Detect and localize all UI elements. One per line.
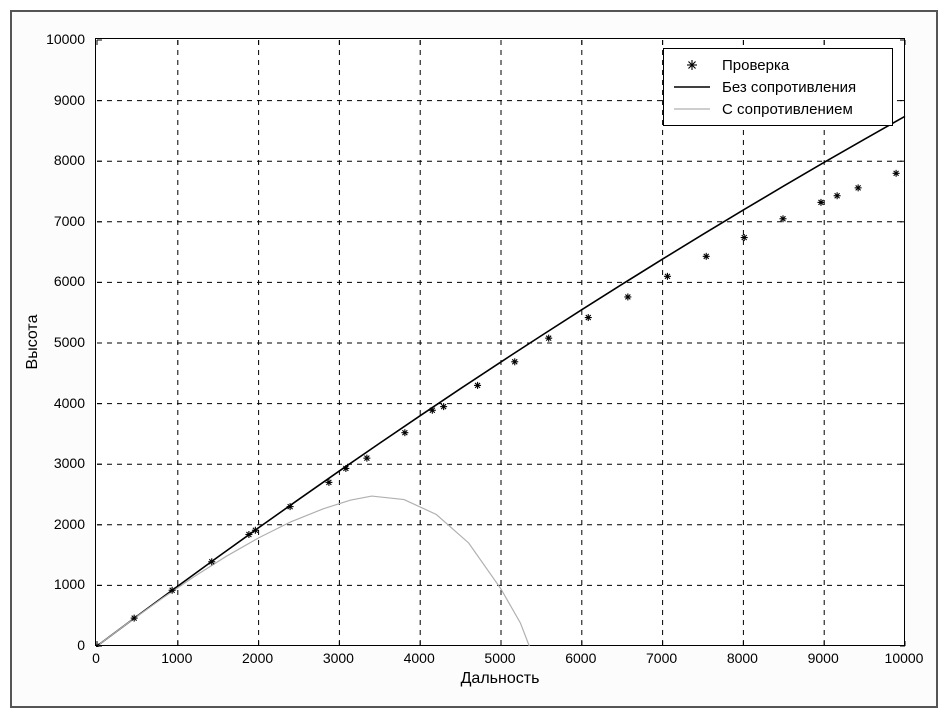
y-tick-label: 3000: [41, 455, 85, 471]
x-tick-label: 8000: [727, 650, 758, 666]
plot-area: [95, 38, 905, 646]
x-tick-label: 10000: [885, 650, 924, 666]
x-tick-label: 3000: [323, 650, 354, 666]
legend: Проверка Без сопротивления С сопротивление…: [663, 48, 893, 126]
legend-label: С сопротивлением: [722, 101, 853, 118]
x-tick-label: 0: [92, 650, 100, 666]
y-tick-label: 7000: [41, 213, 85, 229]
y-tick-label: 5000: [41, 334, 85, 350]
x-tick-label: 7000: [646, 650, 677, 666]
legend-label: Проверка: [722, 57, 789, 74]
y-tick-label: 4000: [41, 395, 85, 411]
plot-svg: [96, 39, 906, 647]
y-axis-label: Высота: [24, 315, 42, 370]
x-tick-label: 1000: [161, 650, 192, 666]
y-tick-label: 1000: [41, 576, 85, 592]
x-tick-label: 9000: [808, 650, 839, 666]
y-tick-label: 8000: [41, 152, 85, 168]
series-check: [96, 170, 900, 647]
legend-swatch: [672, 55, 712, 75]
x-axis-label: Дальность: [461, 670, 540, 688]
y-tick-label: 0: [41, 637, 85, 653]
legend-item: Без сопротивления: [672, 76, 884, 98]
figure-container: Высота Дальность 0 1000 2000 3000 4000 5000 60…: [0, 0, 952, 722]
x-tick-label: 5000: [484, 650, 515, 666]
y-tick-label: 10000: [41, 31, 85, 47]
legend-swatch: [672, 77, 712, 97]
legend-swatch: [672, 99, 712, 119]
legend-item: С сопротивлением: [672, 98, 884, 120]
series-drag: [97, 496, 529, 646]
y-tick-label: 2000: [41, 516, 85, 532]
x-tick-label: 6000: [565, 650, 596, 666]
y-tick-label: 9000: [41, 92, 85, 108]
legend-label: Без сопротивления: [722, 79, 856, 96]
x-tick-label: 4000: [404, 650, 435, 666]
x-tick-label: 2000: [242, 650, 273, 666]
y-tick-label: 6000: [41, 273, 85, 289]
legend-item: Проверка: [672, 54, 884, 76]
